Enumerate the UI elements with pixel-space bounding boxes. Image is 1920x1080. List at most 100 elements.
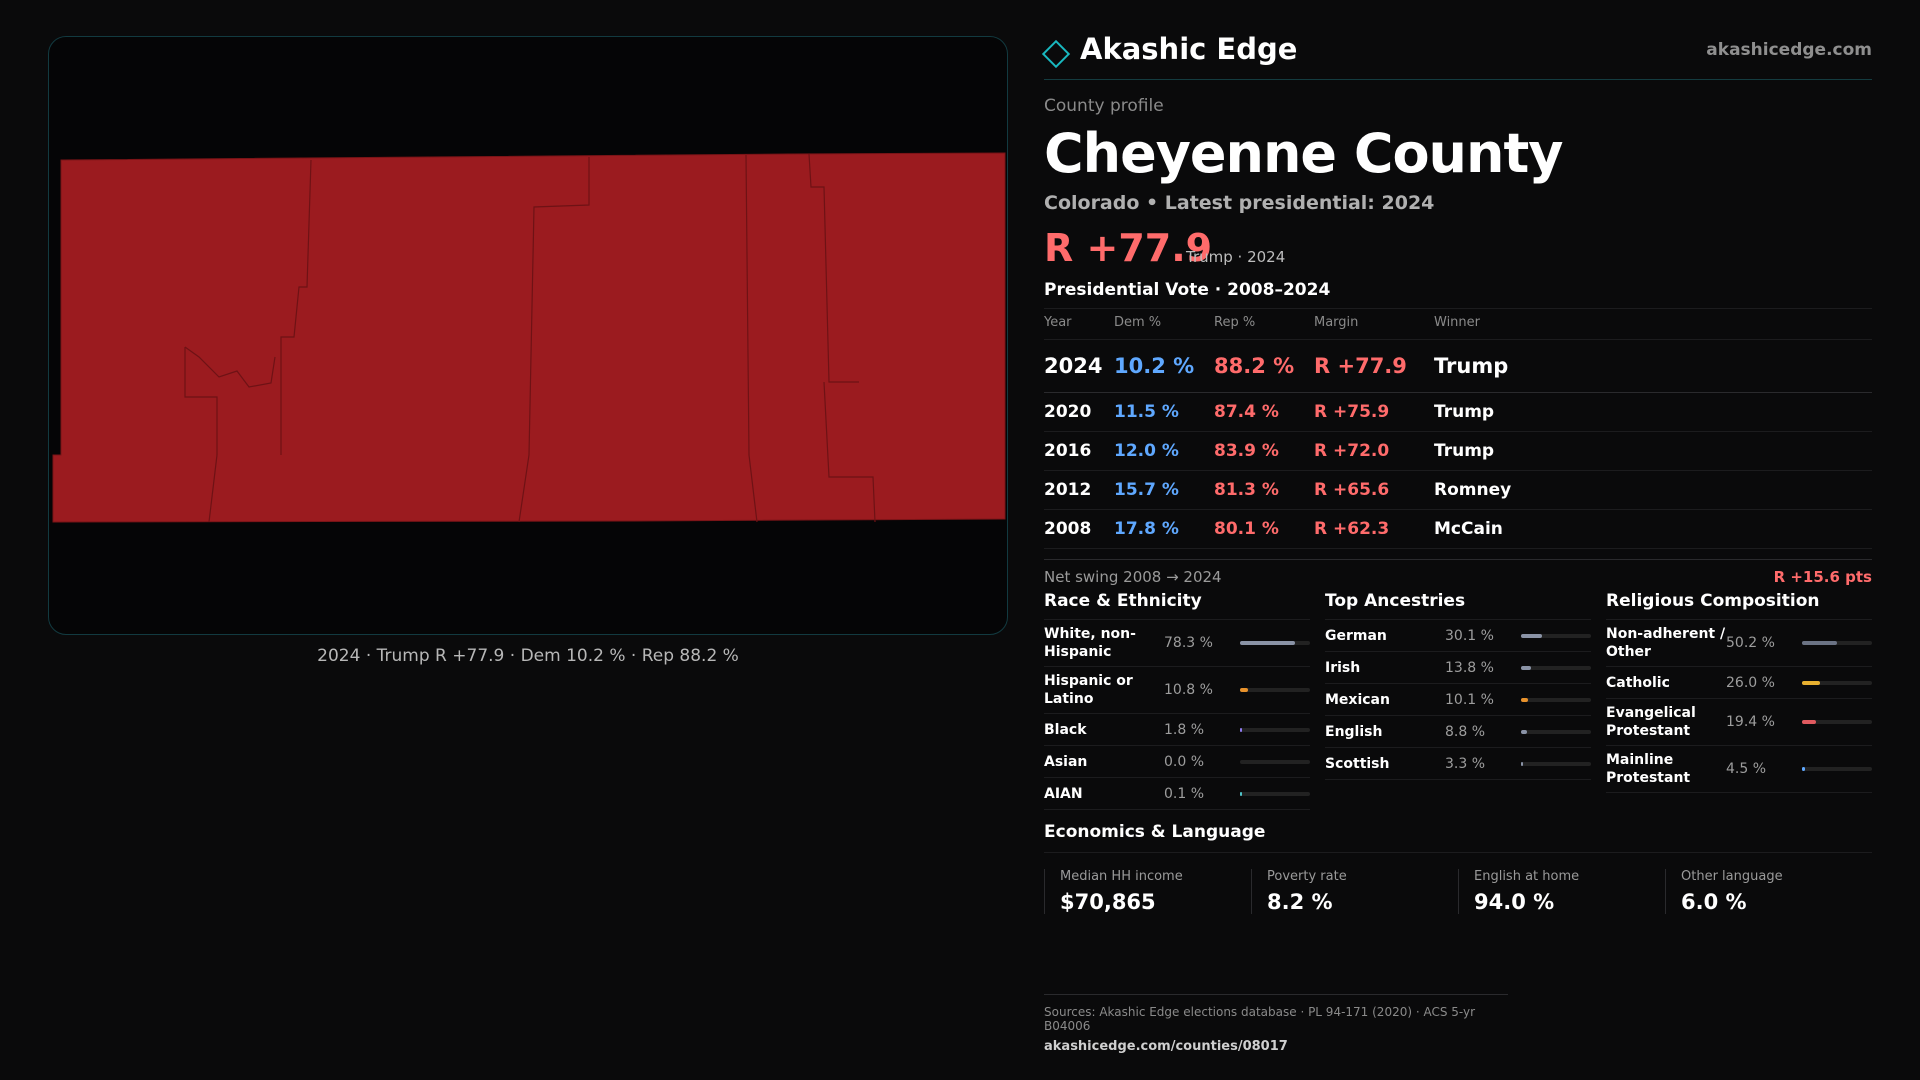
row-year: 2020 — [1044, 392, 1114, 432]
row-winner: McCain — [1434, 509, 1872, 549]
county-profile-panel: Akashic Edge akashicedge.com County prof… — [1041, 30, 1872, 914]
item-value: 10.8 % — [1164, 682, 1213, 698]
stat-value: 6.0 % — [1681, 890, 1747, 914]
race-title: Race & Ethnicity — [1044, 591, 1310, 620]
net-swing-label: Net swing 2008 → 2024 — [1044, 568, 1222, 586]
votes-header-row: Year Dem % Rep % Margin Winner — [1044, 308, 1872, 340]
religion-section: Religious Composition Non-adherent / Oth… — [1606, 591, 1872, 810]
bar-fill — [1240, 727, 1243, 732]
race-list: White, non-Hispanic 78.3 % Hispanic or Lat… — [1044, 620, 1310, 810]
row-margin: R +75.9 — [1314, 392, 1434, 432]
row-margin: R +72.0 — [1314, 431, 1434, 471]
votes-table: Year Dem % Rep % Margin Winner 2024 10.2… — [1044, 308, 1872, 549]
list-item: White, non-Hispanic 78.3 % — [1044, 620, 1310, 667]
bar-fill — [1521, 761, 1524, 766]
row-rep: 81.3 % — [1214, 470, 1314, 510]
bar-track — [1802, 720, 1872, 724]
list-item: Black 1.8 % — [1044, 714, 1310, 746]
item-label: Asian — [1044, 753, 1088, 770]
item-label: Irish — [1325, 659, 1361, 676]
item-label: Mainline Protestant — [1606, 752, 1691, 786]
list-item: Catholic 26.0 % — [1606, 667, 1872, 699]
bar-track — [1802, 680, 1872, 685]
brand-header: Akashic Edge akashicedge.com — [1041, 30, 1872, 80]
row-margin: R +62.3 — [1314, 509, 1434, 549]
brand-url-link[interactable]: akashicedge.com — [1706, 40, 1872, 60]
headline-margin-note: Trump · 2024 — [1186, 248, 1286, 266]
bar-fill — [1802, 720, 1816, 724]
row-rep: 80.1 % — [1214, 509, 1314, 549]
list-item: Mexican 10.1 % — [1325, 684, 1591, 716]
bar-track — [1521, 697, 1591, 702]
bar-track — [1240, 759, 1310, 764]
bar-fill — [1240, 688, 1248, 692]
stat-value: 8.2 % — [1267, 890, 1333, 914]
bar-fill — [1521, 729, 1528, 734]
county-subtitle: Colorado • Latest presidential: 2024 — [1044, 192, 1435, 214]
bar-track — [1802, 641, 1872, 645]
bar-track — [1521, 761, 1591, 766]
ancestry-list: German 30.1 % Irish 13.8 % Mexican 10.1 % Engl… — [1325, 620, 1591, 780]
list-item: Asian 0.0 % — [1044, 746, 1310, 778]
brand-name[interactable]: Akashic Edge — [1080, 32, 1298, 66]
county-shape[interactable] — [52, 152, 1006, 523]
item-value: 3.3 % — [1445, 755, 1486, 772]
stat-median-income: Median HH income $70,865 — [1044, 869, 1251, 914]
list-item: Hispanic or Latino 10.8 % — [1044, 667, 1310, 714]
item-value: 8.8 % — [1445, 723, 1486, 740]
table-row: 2016 12.0 % 83.9 % R +72.0 Trump — [1044, 431, 1872, 471]
row-rep: 87.4 % — [1214, 392, 1314, 432]
col-rep: Rep % — [1214, 308, 1314, 340]
county-title: Cheyenne County — [1044, 122, 1563, 185]
stat-english-at-home: English at home 94.0 % — [1458, 869, 1665, 914]
bar-track — [1240, 641, 1310, 645]
bar-track — [1521, 729, 1591, 734]
list-item: Evangelical Protestant 19.4 % — [1606, 699, 1872, 746]
votes-title: Presidential Vote · 2008–2024 — [1044, 280, 1331, 300]
row-dem: 17.8 % — [1114, 509, 1214, 549]
row-rep: 83.9 % — [1214, 431, 1314, 471]
item-label: Catholic — [1606, 674, 1670, 691]
row-dem: 15.7 % — [1114, 470, 1214, 510]
stat-label: Median HH income — [1060, 869, 1183, 884]
item-label: AIAN — [1044, 785, 1083, 802]
item-value: 1.8 % — [1164, 721, 1205, 738]
headline-margin: R +77.9 Trump · 2024 — [1044, 226, 1872, 270]
item-label: Hispanic or Latino — [1044, 673, 1133, 707]
county-map[interactable] — [48, 36, 1008, 635]
map-caption: 2024 · Trump R +77.9 · Dem 10.2 % · Rep … — [317, 646, 739, 666]
item-label: Scottish — [1325, 755, 1390, 772]
row-year: 2012 — [1044, 470, 1114, 510]
item-value: 26.0 % — [1726, 674, 1775, 691]
col-year: Year — [1044, 308, 1114, 340]
item-label: English — [1325, 723, 1383, 740]
row-year: 2008 — [1044, 509, 1114, 549]
col-dem: Dem % — [1114, 308, 1214, 340]
stat-label: Other language — [1681, 869, 1783, 884]
stat-label: Poverty rate — [1267, 869, 1347, 884]
county-shape-svg — [52, 152, 1006, 523]
bar-track — [1521, 633, 1591, 638]
row-dem: 12.0 % — [1114, 431, 1214, 471]
list-item: Irish 13.8 % — [1325, 652, 1591, 684]
ancestry-title: Top Ancestries — [1325, 591, 1591, 620]
list-item: Mainline Protestant 4.5 % — [1606, 746, 1872, 793]
row-year: 2016 — [1044, 431, 1114, 471]
list-item: Non-adherent / Other 50.2 % — [1606, 620, 1872, 667]
profile-kicker: County profile — [1044, 96, 1164, 116]
diamond-logo-icon — [1041, 39, 1071, 69]
item-value: 13.8 % — [1445, 659, 1494, 676]
bar-fill — [1521, 697, 1529, 702]
stat-poverty-rate: Poverty rate 8.2 % — [1251, 869, 1458, 914]
sources-text: Sources: Akashic Edge elections database… — [1044, 1005, 1476, 1033]
stat-value: 94.0 % — [1474, 890, 1555, 914]
col-winner: Winner — [1434, 308, 1872, 340]
bar-fill — [1802, 767, 1806, 771]
row-margin: R +77.9 — [1314, 339, 1434, 393]
county-url-link[interactable]: akashicedge.com/counties/08017 — [1044, 1039, 1288, 1054]
row-winner: Trump — [1434, 392, 1872, 432]
bar-track — [1240, 791, 1310, 796]
item-value: 0.0 % — [1164, 753, 1205, 770]
bar-track — [1802, 767, 1872, 771]
bar-track — [1240, 688, 1310, 692]
